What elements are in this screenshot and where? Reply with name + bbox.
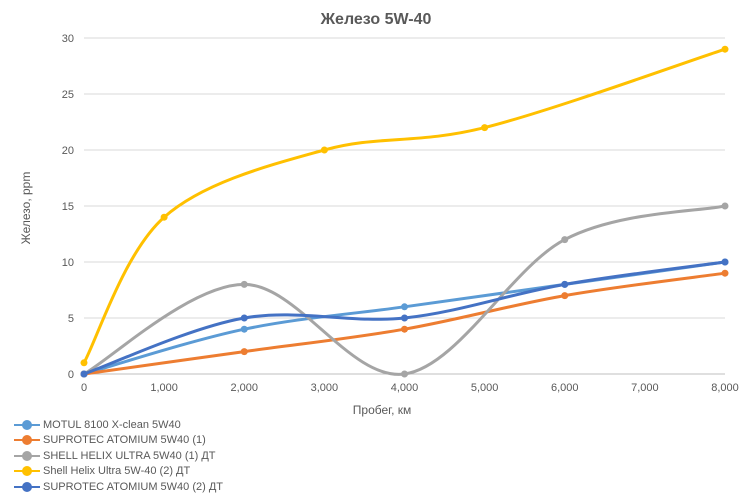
legend-swatch [14, 466, 40, 477]
legend-item: SHELL HELIX ULTRA 5W40 (1) ДТ [14, 448, 223, 464]
series-3 [80, 202, 729, 378]
y-axis-label: Железо, ppm [19, 172, 33, 245]
data-point [401, 325, 408, 333]
data-point [240, 280, 248, 288]
data-point [80, 359, 88, 367]
y-tick-label: 10 [62, 257, 74, 269]
series-lines [80, 45, 729, 378]
legend-item: SUPROTEC ATOMIUM 5W40 (1) [14, 433, 223, 449]
y-axis-ticks: 0 5 10 15 20 25 30 [62, 33, 74, 381]
y-tick-label: 25 [62, 89, 74, 101]
data-point [561, 292, 569, 300]
y-tick-label: 0 [68, 369, 74, 381]
y-tick-label: 5 [68, 313, 74, 325]
y-tick-label: 20 [62, 145, 74, 157]
legend-swatch [14, 481, 40, 492]
x-axis-label: Пробег, км [353, 403, 411, 417]
series-4 [80, 45, 729, 367]
x-tick-label: 7,000 [631, 382, 659, 394]
x-axis-ticks: 0 1,000 2,000 3,000 4,000 5,000 6,000 7,000 8,00… [81, 382, 739, 394]
legend-item: Shell Helix Ultra 5W-40 (2) ДТ [14, 464, 223, 480]
x-tick-label: 8,000 [711, 382, 739, 394]
data-point [721, 258, 729, 266]
x-tick-label: 5,000 [471, 382, 499, 394]
data-point [721, 45, 729, 53]
data-point [401, 303, 408, 311]
x-tick-label: 6,000 [551, 382, 579, 394]
data-point [240, 348, 248, 356]
legend-label: MOTUL 8100 X-clean 5W40 [43, 418, 181, 431]
legend-item: SUPROTEC ATOMIUM 5W40 (2) ДТ [14, 479, 223, 495]
y-tick-label: 15 [62, 201, 74, 213]
x-tick-label: 0 [81, 382, 87, 394]
x-tick-label: 2,000 [230, 382, 258, 394]
legend: MOTUL 8100 X-clean 5W40 SUPROTEC ATOMIUM … [14, 417, 223, 495]
legend-item: MOTUL 8100 X-clean 5W40 [14, 417, 223, 433]
x-tick-label: 1,000 [150, 382, 178, 394]
legend-swatch [14, 419, 40, 430]
series-5 [80, 258, 729, 378]
legend-label: Shell Helix Ultra 5W-40 (2) ДТ [43, 465, 191, 478]
series-line [82, 204, 727, 376]
legend-label: SUPROTEC ATOMIUM 5W40 (2) ДТ [43, 480, 224, 493]
x-tick-label: 3,000 [311, 382, 339, 394]
data-point [320, 146, 328, 154]
data-point [561, 236, 569, 244]
data-point [721, 269, 729, 277]
data-point [401, 370, 408, 378]
series-2 [80, 269, 729, 378]
legend-label: SUPROTEC ATOMIUM 5W40 (1) [43, 434, 206, 447]
data-point [561, 280, 569, 288]
x-tick-label: 4,000 [391, 382, 419, 394]
data-point [721, 202, 729, 210]
data-point [240, 325, 248, 333]
data-point [401, 314, 408, 322]
legend-swatch [14, 450, 40, 461]
data-point [80, 370, 88, 378]
y-tick-label: 30 [62, 33, 74, 45]
chart-title: Железо 5W-40 [320, 11, 432, 28]
data-point [481, 124, 489, 132]
legend-label: SHELL HELIX ULTRA 5W40 (1) ДТ [43, 449, 216, 462]
legend-swatch [14, 435, 40, 446]
data-point [160, 213, 168, 221]
data-point [240, 314, 248, 322]
series-line [82, 271, 727, 376]
